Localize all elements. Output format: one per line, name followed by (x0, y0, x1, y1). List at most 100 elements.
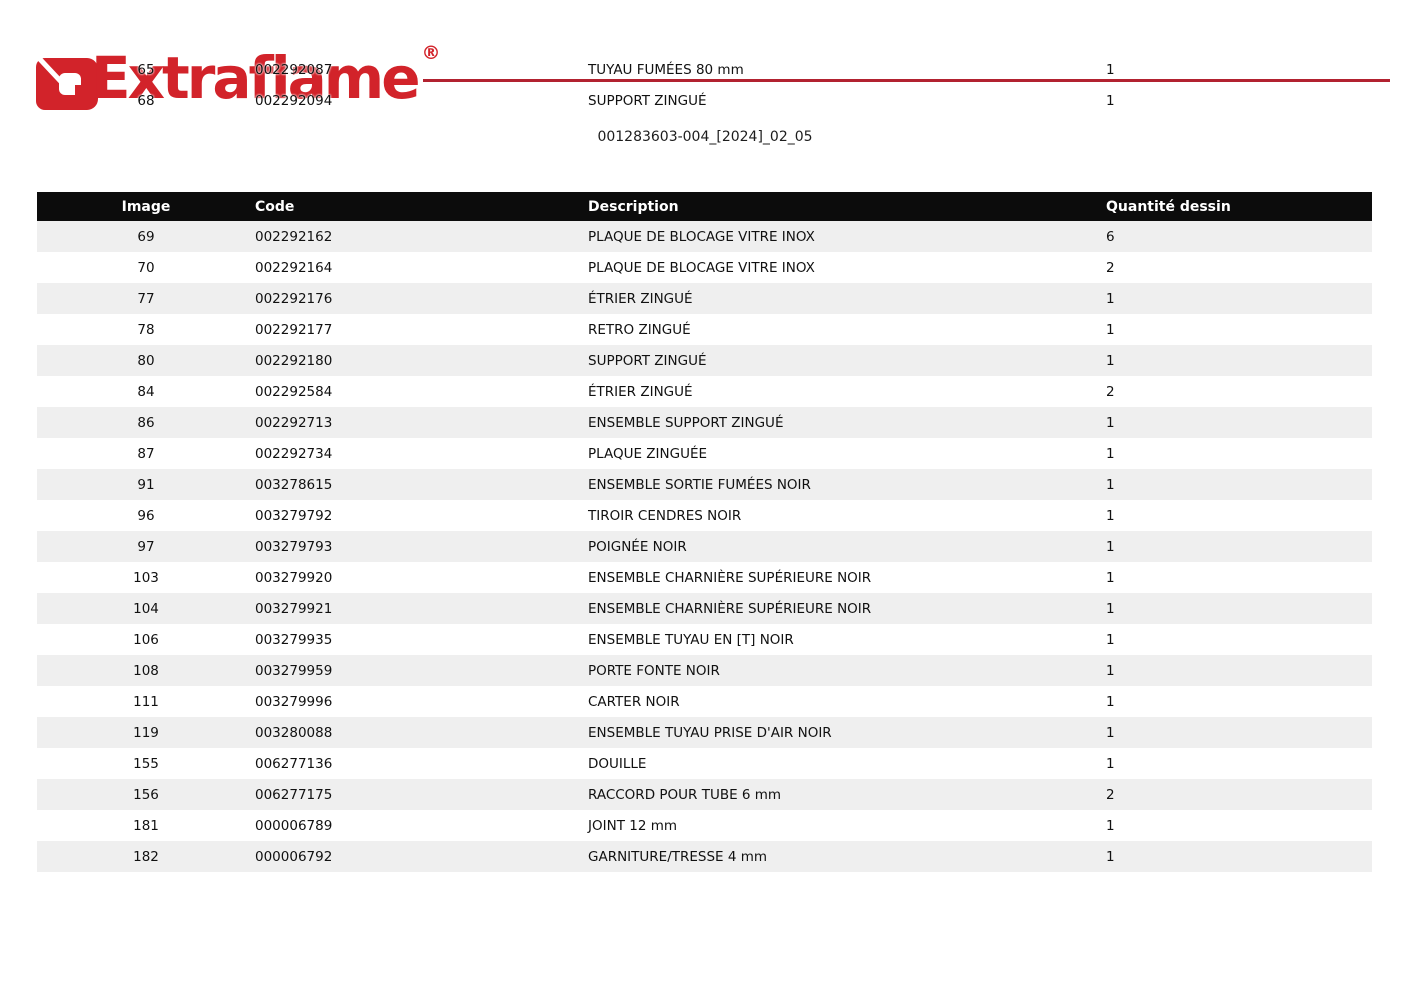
cell-description: ENSEMBLE CHARNIÈRE SUPÉRIEURE NOIR (588, 569, 872, 586)
column-header-description: Description (588, 198, 679, 215)
cell-qty: 2 (1106, 786, 1115, 803)
cell-description: TIROIR CENDRES NOIR (588, 507, 742, 524)
cell-description: RETRO ZINGUÉ (588, 321, 691, 338)
cell-code: 002292180 (255, 352, 333, 369)
cell-qty: 1 (1106, 476, 1115, 493)
cell-image: 119 (133, 724, 159, 741)
table-row: 181 000006789 JOINT 12 mm 1 (37, 810, 1372, 841)
cell-image: 96 (137, 507, 155, 524)
cell-image: 68 (137, 92, 155, 109)
cell-qty: 1 (1106, 414, 1115, 431)
cell-description: ENSEMBLE TUYAU EN [T] NOIR (588, 631, 794, 648)
cell-code: 002292087 (255, 61, 333, 78)
cell-image: 106 (133, 631, 159, 648)
column-header-code: Code (255, 198, 295, 215)
cell-qty: 1 (1106, 321, 1115, 338)
cell-code: 002292584 (255, 383, 333, 400)
registered-trademark: ® (421, 42, 441, 64)
cell-description: ENSEMBLE SUPPORT ZINGUÉ (588, 414, 784, 431)
cell-image: 155 (133, 755, 159, 772)
cell-code: 003279921 (255, 600, 333, 617)
table-row: 86 002292713 ENSEMBLE SUPPORT ZINGUÉ 1 (37, 407, 1372, 438)
table-row: 182 000006792 GARNITURE/TRESSE 4 mm 1 (37, 841, 1372, 872)
cell-image: 87 (137, 445, 155, 462)
cell-qty: 1 (1106, 92, 1115, 109)
cell-code: 002292164 (255, 259, 333, 276)
cell-description: ENSEMBLE TUYAU PRISE D'AIR NOIR (588, 724, 832, 741)
table-row: 155 006277136 DOUILLE 1 (37, 748, 1372, 779)
table-row: 156 006277175 RACCORD POUR TUBE 6 mm 2 (37, 779, 1372, 810)
cell-qty: 1 (1106, 290, 1115, 307)
cell-description: POIGNÉE NOIR (588, 538, 687, 555)
table-row: 106 003279935 ENSEMBLE TUYAU EN [T] NOIR… (37, 624, 1372, 655)
table-row: 87 002292734 PLAQUE ZINGUÉE 1 (37, 438, 1372, 469)
document-id: 001283603-004_[2024]_02_05 (597, 129, 813, 145)
cell-code: 003279935 (255, 631, 333, 648)
cell-description: GARNITURE/TRESSE 4 mm (588, 848, 768, 865)
cell-qty: 1 (1106, 538, 1115, 555)
cell-qty: 1 (1106, 755, 1115, 772)
table-row: 96 003279792 TIROIR CENDRES NOIR 1 (37, 500, 1372, 531)
cell-qty: 1 (1106, 445, 1115, 462)
cell-qty: 1 (1106, 600, 1115, 617)
table-row: 111 003279996 CARTER NOIR 1 (37, 686, 1372, 717)
cell-code: 002292734 (255, 445, 333, 462)
cell-qty: 1 (1106, 724, 1115, 741)
cell-description: SUPPORT ZINGUÉ (588, 352, 707, 369)
cell-qty: 1 (1106, 507, 1115, 524)
cell-code: 003279996 (255, 693, 333, 710)
cell-code: 003279793 (255, 538, 333, 555)
cell-code: 006277136 (255, 755, 333, 772)
red-divider-line (423, 79, 1390, 82)
cell-image: 111 (133, 693, 159, 710)
cell-code: 002292713 (255, 414, 333, 431)
cell-image: 70 (137, 259, 155, 276)
table-row: 84 002292584 ÉTRIER ZINGUÉ 2 (37, 376, 1372, 407)
cell-qty: 1 (1106, 352, 1115, 369)
cell-qty: 1 (1106, 848, 1115, 865)
table-body: 69 002292162 PLAQUE DE BLOCAGE VITRE INO… (37, 221, 1372, 872)
table-row: 91 003278615 ENSEMBLE SORTIE FUMÉES NOIR… (37, 469, 1372, 500)
cell-description: CARTER NOIR (588, 693, 680, 710)
cell-image: 97 (137, 538, 155, 555)
cell-image: 78 (137, 321, 155, 338)
cell-description: RACCORD POUR TUBE 6 mm (588, 786, 782, 803)
cell-qty: 2 (1106, 383, 1115, 400)
cell-description: JOINT 12 mm (588, 817, 677, 834)
cell-description: PLAQUE DE BLOCAGE VITRE INOX (588, 259, 815, 276)
cell-code: 003279920 (255, 569, 333, 586)
cell-image: 181 (133, 817, 159, 834)
extraflame-logo: Extraflame ® (33, 42, 441, 116)
table-row: 103 003279920 ENSEMBLE CHARNIÈRE SUPÉRIE… (37, 562, 1372, 593)
column-header-qty: Quantité dessin (1106, 198, 1231, 215)
cell-image: 91 (137, 476, 155, 493)
cell-image: 86 (137, 414, 155, 431)
table-row: 78 002292177 RETRO ZINGUÉ 1 (37, 314, 1372, 345)
cell-image: 69 (137, 228, 155, 245)
cell-code: 003279959 (255, 662, 333, 679)
cell-code: 003278615 (255, 476, 333, 493)
cell-code: 000006792 (255, 848, 333, 865)
carryover-row-68: 68 002292094 SUPPORT ZINGUÉ 1 (37, 85, 1372, 116)
cell-qty: 1 (1106, 817, 1115, 834)
cell-code: 002292176 (255, 290, 333, 307)
cell-image: 108 (133, 662, 159, 679)
carryover-row-65: 65 002292087 TUYAU FUMÉES 80 mm 1 (37, 54, 1372, 85)
cell-description: TUYAU FUMÉES 80 mm (588, 61, 744, 78)
cell-image: 103 (133, 569, 159, 586)
table-row: 77 002292176 ÉTRIER ZINGUÉ 1 (37, 283, 1372, 314)
cell-image: 104 (133, 600, 159, 617)
table-row: 80 002292180 SUPPORT ZINGUÉ 1 (37, 345, 1372, 376)
cell-description: DOUILLE (588, 755, 647, 772)
cell-description: SUPPORT ZINGUÉ (588, 92, 707, 109)
cell-code: 002292177 (255, 321, 333, 338)
parts-table: Image Code Description Quantité dessin 6… (37, 192, 1372, 872)
extraflame-flame-icon (33, 52, 98, 110)
brand-name: Extraflame (91, 44, 421, 112)
cell-description: PLAQUE ZINGUÉE (588, 445, 708, 462)
cell-qty: 1 (1106, 569, 1115, 586)
cell-code: 002292162 (255, 228, 333, 245)
table-header-row: Image Code Description Quantité dessin (37, 192, 1372, 221)
cell-qty: 1 (1106, 662, 1115, 679)
